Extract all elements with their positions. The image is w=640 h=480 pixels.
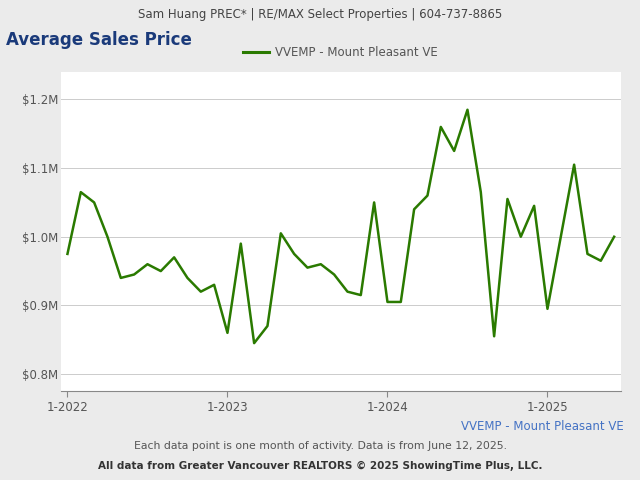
Legend: VVEMP - Mount Pleasant VE: VVEMP - Mount Pleasant VE	[239, 41, 443, 64]
Text: Average Sales Price: Average Sales Price	[6, 31, 192, 49]
Text: VVEMP - Mount Pleasant VE: VVEMP - Mount Pleasant VE	[461, 420, 624, 433]
Text: Each data point is one month of activity. Data is from June 12, 2025.: Each data point is one month of activity…	[134, 441, 506, 451]
Text: All data from Greater Vancouver REALTORS © 2025 ShowingTime Plus, LLC.: All data from Greater Vancouver REALTORS…	[98, 461, 542, 471]
Text: Sam Huang PREC* | RE/MAX Select Properties | 604-737-8865: Sam Huang PREC* | RE/MAX Select Properti…	[138, 8, 502, 21]
